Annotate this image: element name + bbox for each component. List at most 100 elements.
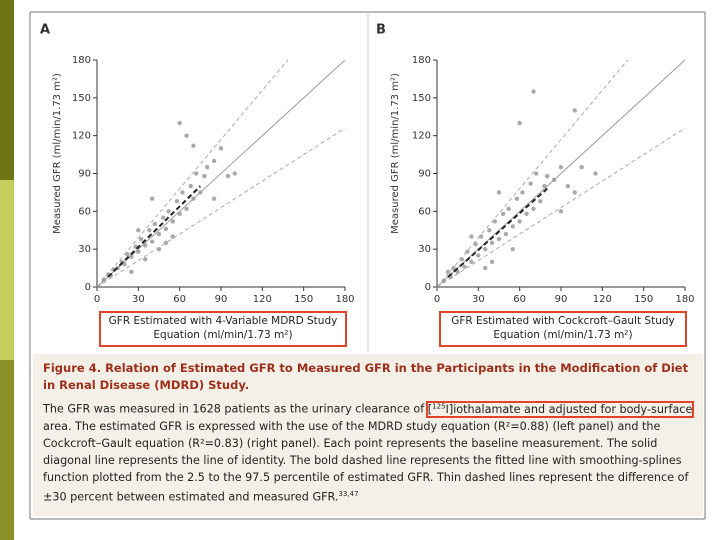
caption-body: The GFR was measured in 1628 patients as… (43, 398, 695, 505)
y-tick-label: 90 (418, 169, 431, 180)
point (170, 219, 175, 224)
x-tick-label: 120 (593, 294, 612, 305)
point (445, 269, 451, 275)
point (520, 190, 525, 195)
point (517, 219, 522, 224)
reference-line (107, 185, 202, 278)
x-tick-label: 150 (634, 294, 653, 305)
reference-line (96, 59, 346, 288)
point (202, 173, 207, 179)
y-tick-label: 30 (78, 244, 91, 255)
x-axis-label: GFR Estimated with Cockcroft–Gault Study… (439, 311, 687, 347)
x-tick-label: 150 (294, 294, 313, 305)
reference-line (447, 187, 548, 278)
point (184, 206, 189, 212)
point (524, 211, 529, 217)
caption: Figure 4. Relation of Estimated GFR to M… (33, 354, 703, 516)
x-axis-label-line: Equation (ml/min/1.73 m²) (493, 329, 633, 341)
point (147, 228, 152, 233)
point (510, 246, 515, 252)
point (538, 199, 543, 204)
point (496, 190, 502, 195)
point (469, 234, 474, 239)
side-bar (0, 0, 14, 180)
caption-text: I]iothalamate and adjusted for body-surf… (445, 402, 693, 416)
point (125, 252, 130, 257)
point (455, 269, 460, 275)
point (531, 206, 536, 212)
side-bar (0, 180, 14, 360)
x-tick-label: 60 (173, 294, 186, 305)
x-axis-label-line: Equation (ml/min/1.73 m²) (153, 329, 293, 341)
point (517, 120, 522, 126)
point (218, 146, 224, 151)
point (534, 171, 539, 176)
y-tick-label: 120 (72, 131, 91, 142)
point (136, 228, 141, 233)
x-tick-label: 30 (132, 294, 145, 305)
x-tick-label: 180 (675, 294, 694, 305)
panel-label: B (376, 23, 386, 38)
point (483, 265, 488, 271)
y-tick-label: 0 (85, 282, 91, 293)
y-tick-label: 180 (72, 55, 91, 66)
x-tick-label: 0 (434, 294, 440, 305)
caption-text: area. The estimated GFR is expressed wit… (43, 419, 689, 504)
y-tick-label: 150 (72, 93, 91, 104)
point (225, 173, 231, 179)
point (149, 196, 155, 201)
point (156, 231, 162, 237)
point (152, 221, 158, 227)
point (565, 183, 571, 189)
point (138, 236, 144, 242)
x-tick-label: 30 (472, 294, 485, 305)
y-tick-label: 90 (78, 169, 91, 180)
point (503, 231, 509, 237)
point (129, 269, 134, 275)
x-tick-label: 60 (513, 294, 526, 305)
x-tick-label: 90 (215, 294, 228, 305)
caption-title: Figure 4. Relation of Estimated GFR to M… (43, 361, 689, 392)
point (531, 89, 536, 94)
y-tick-label: 0 (425, 282, 431, 293)
point (514, 196, 520, 201)
y-tick-label: 60 (418, 206, 431, 217)
y-tick-label: 60 (78, 206, 91, 217)
highlight: [125I]iothalamate and adjusted for body-… (425, 400, 695, 418)
x-tick-label: 120 (253, 294, 272, 305)
x-tick-label: 180 (335, 294, 354, 305)
point (232, 171, 237, 176)
point (496, 236, 502, 242)
point (469, 259, 474, 264)
point (478, 234, 484, 239)
point (211, 196, 217, 201)
caption-text: [ (427, 402, 433, 416)
point (483, 246, 488, 252)
y-tick-label: 120 (412, 131, 431, 142)
point (487, 228, 492, 233)
y-tick-label: 150 (412, 93, 431, 104)
y-tick-label: 30 (418, 244, 431, 255)
point (188, 183, 193, 189)
side-bar (0, 360, 14, 540)
reference-line (96, 59, 289, 288)
y-axis-label: Measured GFR (ml/min/1.73 m²) (52, 73, 63, 234)
point (528, 181, 533, 186)
x-axis-label: GFR Estimated with 4-Variable MDRD Study… (99, 311, 347, 347)
point (545, 173, 550, 179)
point (593, 171, 598, 176)
point (579, 164, 584, 170)
point (205, 164, 210, 170)
superscript: 125 (432, 402, 446, 410)
point (489, 259, 495, 264)
reference-line (436, 127, 686, 288)
point (143, 257, 148, 262)
reference-line (96, 127, 346, 288)
y-axis-label: Measured GFR (ml/min/1.73 m²) (390, 73, 401, 234)
point (462, 264, 467, 270)
point (180, 190, 185, 195)
reference-line (436, 59, 629, 288)
point (194, 171, 199, 176)
